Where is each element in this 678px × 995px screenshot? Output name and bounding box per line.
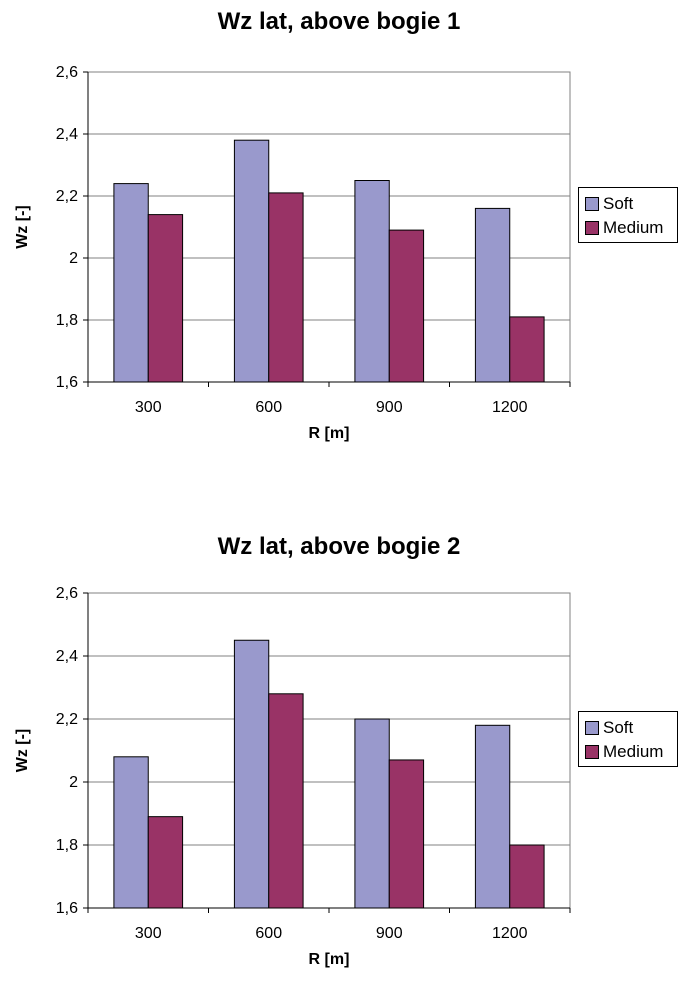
legend: Soft Medium	[578, 711, 678, 767]
bar-medium-1200	[509, 844, 545, 909]
legend: Soft Medium	[578, 187, 678, 243]
bar-soft-1200	[474, 724, 511, 909]
y-tick-label: 2,6	[56, 585, 78, 602]
bar-medium-600	[268, 693, 304, 909]
chart-bogie-2: Wz lat, above bogie 2 1,6 1,8 2 2,2 2,4 2,6 30…	[0, 525, 678, 995]
bar-medium-900	[388, 759, 425, 909]
y-tick-label: 2,4	[56, 648, 78, 665]
bar-soft-300	[113, 756, 149, 909]
legend-label: Medium	[603, 742, 664, 761]
bar-medium-1200	[509, 316, 545, 383]
y-tick-label: 1,6	[56, 900, 78, 917]
y-tick-label: 2	[69, 774, 78, 791]
bar-soft-1200	[474, 207, 511, 383]
x-tick-label: 300	[135, 925, 162, 942]
bar-medium-900	[388, 229, 425, 383]
y-tick-label: 2	[69, 250, 78, 267]
y-tick-label: 2,2	[56, 711, 78, 728]
legend-item-medium: Medium	[585, 742, 663, 762]
x-tick-label: 1200	[492, 925, 528, 942]
bar-soft-300	[113, 183, 149, 383]
y-tick-label: 2,2	[56, 188, 78, 205]
x-tick-label: 600	[255, 399, 282, 416]
y-tick-label: 1,6	[56, 374, 78, 391]
plot-area: 1,6 1,8 2 2,2 2,4 2,6 300 600 900 1200 R [m] Wz [-]	[14, 64, 571, 442]
x-tick-label: 600	[255, 925, 282, 942]
bar-medium-300	[147, 816, 184, 909]
y-tick-label: 1,8	[56, 837, 78, 854]
legend-item-soft: Soft	[585, 718, 633, 738]
x-axis-label: R [m]	[309, 951, 350, 968]
legend-label: Soft	[603, 194, 634, 213]
bar-soft-600	[233, 639, 270, 909]
legend-item-medium: Medium	[585, 218, 663, 238]
bar-medium-600	[268, 192, 304, 383]
bar-soft-600	[233, 139, 270, 383]
bar-soft-900	[354, 718, 390, 909]
plot-area: 1,6 1,8 2 2,2 2,4 2,6 300 600 900 1200 R [m] Wz [-]	[14, 585, 571, 968]
legend-swatch-medium	[585, 745, 599, 759]
x-tick-label: 1200	[492, 399, 528, 416]
y-axis-label: Wz [-]	[14, 205, 31, 249]
legend-label: Soft	[603, 718, 634, 737]
chart-title: Wz lat, above bogie 2	[217, 533, 461, 560]
y-tick-label: 2,4	[56, 126, 78, 143]
legend-label: Medium	[603, 218, 664, 237]
y-tick-label: 2,6	[56, 64, 78, 81]
x-tick-label: 900	[376, 399, 403, 416]
chart-title: Wz lat, above bogie 1	[217, 8, 461, 35]
legend-item-soft: Soft	[585, 194, 633, 214]
y-tick-label: 1,8	[56, 312, 78, 329]
legend-swatch-soft	[585, 721, 599, 735]
x-axis-label: R [m]	[309, 425, 350, 442]
chart-bogie-1: Wz lat, above bogie 1 1,6 1,8 2 2,2 2,4 2,6 30…	[0, 0, 678, 470]
bar-soft-900	[354, 180, 390, 383]
bar-medium-300	[147, 214, 184, 383]
x-tick-label: 300	[135, 399, 162, 416]
y-axis-label: Wz [-]	[14, 729, 31, 773]
x-tick-label: 900	[376, 925, 403, 942]
legend-swatch-soft	[585, 197, 599, 211]
legend-swatch-medium	[585, 221, 599, 235]
